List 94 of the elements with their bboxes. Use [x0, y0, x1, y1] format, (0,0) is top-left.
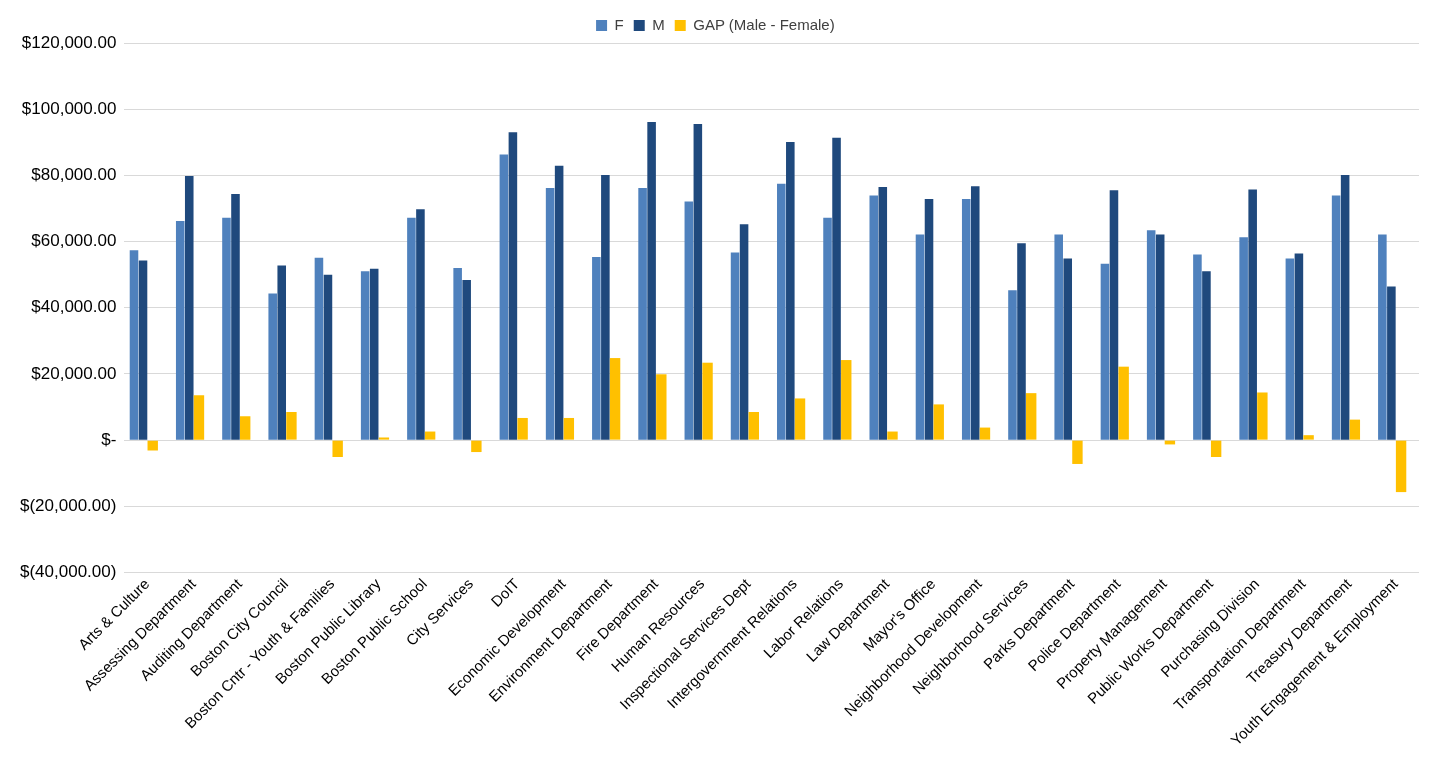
bar — [517, 417, 528, 440]
bar — [601, 175, 610, 440]
bar — [970, 186, 980, 440]
bar — [915, 234, 925, 440]
bar — [231, 193, 240, 440]
bar — [175, 221, 185, 440]
bar — [268, 293, 277, 440]
bar — [407, 217, 416, 440]
bar — [193, 395, 205, 440]
bar — [693, 124, 703, 440]
bar — [360, 271, 370, 440]
bar — [1331, 195, 1341, 440]
bar — [592, 257, 601, 440]
bar — [1340, 175, 1350, 440]
y-tick-label: $100,000.00 — [21, 98, 117, 118]
bar — [609, 358, 621, 440]
bar — [1202, 271, 1211, 440]
bar — [184, 176, 194, 440]
bar — [869, 195, 879, 440]
bar — [453, 268, 462, 440]
bar — [1349, 419, 1361, 440]
bar — [1146, 230, 1156, 440]
bar — [1378, 234, 1387, 440]
bar — [1248, 189, 1257, 440]
bar — [656, 374, 667, 440]
bar — [471, 440, 482, 453]
bar — [1193, 254, 1202, 440]
bar — [369, 268, 379, 440]
legend-label: GAP (Male - Female) — [693, 15, 835, 33]
bar — [545, 187, 555, 440]
bar — [1257, 392, 1268, 440]
bar — [508, 132, 518, 440]
bar — [138, 260, 148, 440]
bar — [841, 360, 852, 440]
bar — [1118, 366, 1129, 440]
bar — [286, 412, 297, 440]
bar — [1294, 253, 1304, 440]
bar — [1100, 263, 1110, 440]
bar — [499, 154, 509, 440]
y-tick-label: $80,000.00 — [31, 165, 117, 185]
y-tick-label: $(40,000.00) — [20, 562, 117, 582]
bar — [239, 416, 251, 440]
bar — [554, 165, 564, 440]
bar — [1008, 290, 1017, 440]
bar — [563, 417, 575, 440]
bar — [462, 279, 471, 440]
bar — [314, 257, 324, 440]
bar — [777, 183, 786, 440]
bar — [332, 440, 343, 458]
bar — [823, 217, 832, 440]
legend-label: M — [652, 15, 665, 33]
bar — [638, 187, 647, 440]
y-tick-label: $20,000.00 — [31, 363, 117, 383]
y-tick-label: $- — [101, 429, 117, 449]
bar — [1395, 440, 1407, 493]
y-tick-label: $40,000.00 — [31, 297, 117, 317]
bar — [1285, 258, 1295, 440]
bar — [702, 362, 713, 440]
bar — [1054, 234, 1063, 440]
bar — [739, 224, 749, 440]
bar — [933, 404, 944, 440]
bar — [832, 137, 841, 440]
bar — [424, 431, 436, 440]
bar — [323, 274, 333, 440]
bar — [1155, 234, 1165, 440]
bar — [1017, 243, 1026, 440]
bar — [794, 398, 806, 440]
bar — [1063, 258, 1073, 440]
bar — [1210, 440, 1222, 458]
bar — [979, 427, 991, 440]
bar — [647, 122, 656, 440]
bar — [1387, 286, 1396, 440]
bar — [786, 141, 795, 440]
bar — [684, 201, 694, 440]
bar — [1072, 440, 1083, 464]
bar — [961, 198, 971, 440]
bar — [1026, 393, 1037, 440]
bar — [277, 265, 286, 440]
bar — [748, 412, 759, 440]
bar — [416, 209, 425, 440]
y-tick-label: $60,000.00 — [31, 231, 117, 251]
bar — [129, 250, 139, 440]
y-tick-label: $120,000.00 — [21, 32, 117, 52]
bar — [1239, 237, 1248, 440]
bar — [378, 437, 390, 440]
y-tick-label: $(20,000.00) — [20, 496, 117, 516]
bar — [878, 186, 888, 440]
bar — [1303, 435, 1314, 440]
bar — [924, 198, 934, 440]
legend-label: F — [614, 15, 624, 33]
bar — [730, 252, 740, 440]
bar — [887, 431, 898, 440]
bar — [222, 217, 231, 440]
bar — [1109, 190, 1119, 440]
